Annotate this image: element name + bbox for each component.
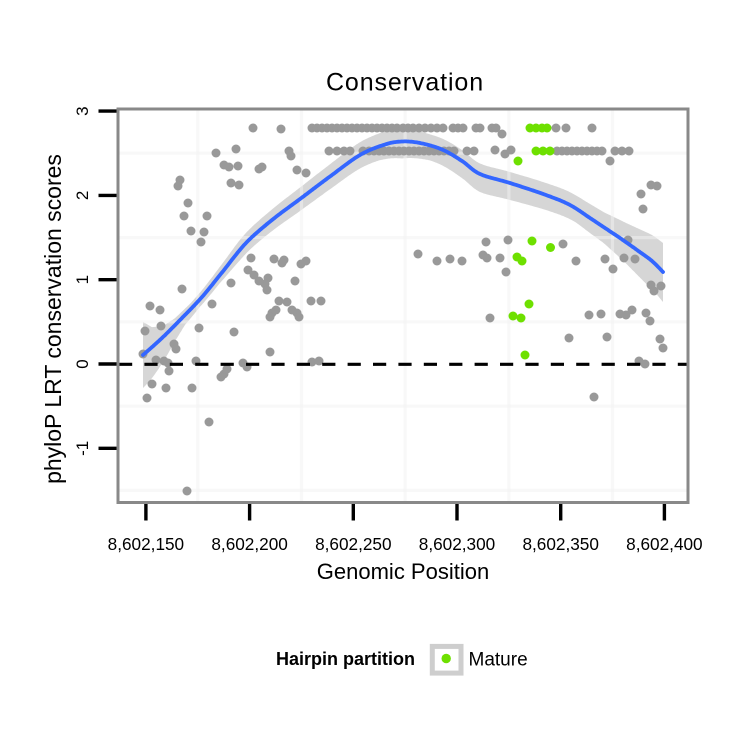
svg-text:0: 0 [73, 359, 92, 368]
svg-text:8,602,300: 8,602,300 [419, 534, 495, 554]
svg-text:Conservation: Conservation [326, 69, 484, 97]
svg-text:1: 1 [73, 275, 92, 284]
svg-text:8,602,200: 8,602,200 [211, 534, 287, 554]
svg-text:8,602,400: 8,602,400 [626, 534, 702, 554]
svg-text:Genomic Position: Genomic Position [317, 559, 489, 584]
svg-text:3: 3 [73, 106, 92, 115]
svg-text:2: 2 [73, 191, 92, 200]
svg-text:phyloP LRT conservation scores: phyloP LRT conservation scores [40, 154, 66, 484]
svg-text:-1: -1 [73, 441, 92, 456]
svg-text:Hairpin partition: Hairpin partition [276, 649, 415, 669]
svg-text:Mature: Mature [469, 650, 528, 671]
svg-text:8,602,250: 8,602,250 [315, 534, 391, 554]
svg-text:8,602,350: 8,602,350 [522, 534, 598, 554]
svg-text:8,602,150: 8,602,150 [108, 534, 184, 554]
